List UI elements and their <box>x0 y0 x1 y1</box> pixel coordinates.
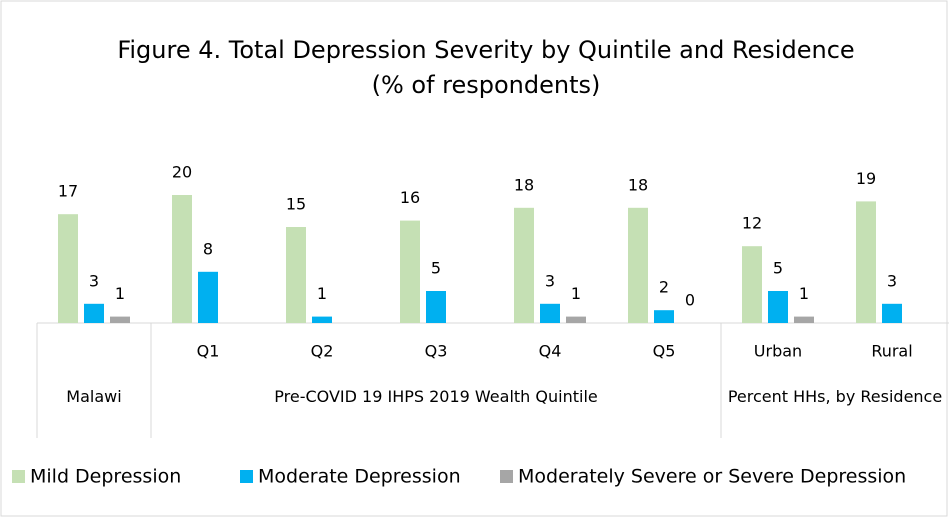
bar <box>172 195 192 323</box>
value-label: 3 <box>89 271 99 290</box>
legend-swatch <box>500 470 513 483</box>
legend-label: Moderately Severe or Severe Depression <box>518 466 906 488</box>
legend-swatch <box>12 470 25 483</box>
bar <box>742 246 762 323</box>
value-label: 3 <box>545 271 555 290</box>
value-label: 3 <box>887 271 897 290</box>
x-tick-label: Q5 <box>653 342 676 361</box>
bar <box>286 227 306 323</box>
x-tick-label: Q3 <box>425 342 448 361</box>
x-tick-label: Q2 <box>311 342 334 361</box>
value-label: 1 <box>115 284 125 303</box>
bar <box>882 303 902 323</box>
bar <box>794 316 814 323</box>
bar <box>312 316 332 323</box>
group-label: Pre-COVID 19 IHPS 2019 Wealth Quintile <box>274 387 598 406</box>
value-label: 1 <box>571 284 581 303</box>
value-label: 17 <box>58 182 78 201</box>
value-label: 0 <box>685 291 695 310</box>
bar <box>110 316 130 323</box>
value-label: 1 <box>317 284 327 303</box>
bar <box>426 291 446 323</box>
value-label: 20 <box>172 163 192 182</box>
group-label: Percent HHs, by Residence <box>727 387 943 406</box>
value-label: 2 <box>659 278 669 297</box>
group-label: Malawi <box>66 387 122 406</box>
bar <box>540 303 560 323</box>
x-tick-label: Q4 <box>539 342 562 361</box>
value-label: 15 <box>286 195 306 214</box>
bar <box>84 303 104 323</box>
bar <box>856 201 876 323</box>
value-label: 5 <box>431 259 441 278</box>
bar <box>514 207 534 323</box>
value-label: 18 <box>628 175 648 194</box>
value-label: 18 <box>514 175 534 194</box>
value-label: 1 <box>799 284 809 303</box>
value-label: 16 <box>400 188 420 207</box>
chart-title: Figure 4. Total Depression Severity by Q… <box>117 36 854 64</box>
chart-subtitle: (% of respondents) <box>372 71 601 99</box>
bar <box>566 316 586 323</box>
bar <box>768 291 788 323</box>
legend-swatch <box>240 470 253 483</box>
value-label: 19 <box>856 169 876 188</box>
bar <box>654 310 674 323</box>
x-tick-label: Rural <box>871 342 912 361</box>
bar <box>198 271 218 323</box>
value-label: 5 <box>773 259 783 278</box>
legend-label: Mild Depression <box>30 466 181 488</box>
bar <box>58 214 78 323</box>
value-label: 12 <box>742 214 762 233</box>
bar <box>400 220 420 323</box>
x-tick-label: Urban <box>754 342 802 361</box>
value-label: 8 <box>203 239 213 258</box>
x-tick-label: Q1 <box>197 342 220 361</box>
bar <box>628 207 648 323</box>
legend-label: Moderate Depression <box>258 466 461 488</box>
